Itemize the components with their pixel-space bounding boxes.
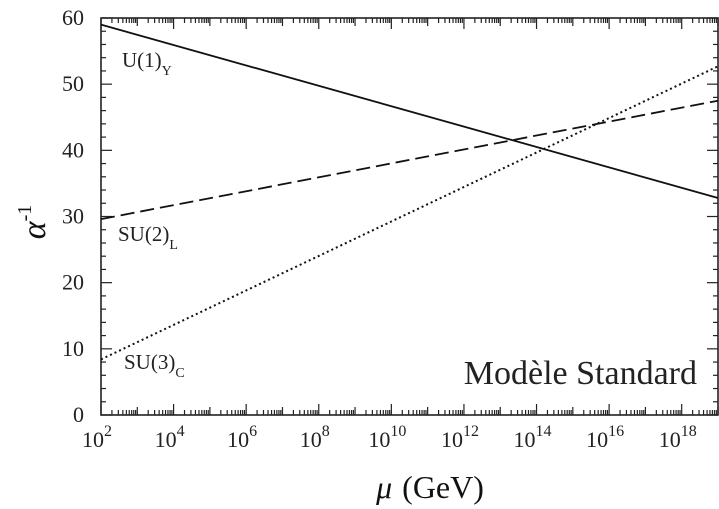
series-line-1 bbox=[100, 99, 719, 220]
x-tick-label: 1016 bbox=[586, 423, 624, 452]
series-label-su3: SU(3)C bbox=[124, 350, 185, 381]
series-line-0 bbox=[100, 23, 719, 199]
series-line-2 bbox=[100, 65, 719, 361]
y-tick-label: 60 bbox=[62, 5, 84, 30]
tick-labels: 102 104 106 108 1010 1012 1014 1016 1018 0 10 20 30 4… bbox=[62, 5, 697, 452]
chart-annotation: Modèle Standard bbox=[464, 355, 697, 392]
series-lines bbox=[100, 23, 719, 361]
x-tick-label: 102 bbox=[82, 423, 112, 452]
x-tick-label: 1018 bbox=[659, 423, 697, 452]
y-tick-label: 50 bbox=[62, 71, 84, 96]
x-axis-title: μ (GeV) bbox=[375, 469, 484, 505]
y-tick-label: 10 bbox=[62, 336, 84, 361]
x-tick-label: 1010 bbox=[368, 423, 406, 452]
x-tick-label: 106 bbox=[227, 423, 257, 452]
y-axis-title: α-1 bbox=[14, 205, 53, 240]
x-tick-label: 1014 bbox=[514, 423, 552, 452]
x-tick-label: 104 bbox=[155, 423, 185, 452]
series-label-su2: SU(2)L bbox=[118, 222, 178, 253]
y-tick-label: 40 bbox=[62, 137, 84, 162]
y-tick-label: 0 bbox=[73, 402, 84, 427]
series-label-u1: U(1)Y bbox=[122, 48, 172, 79]
x-tick-label: 1012 bbox=[441, 423, 479, 452]
y-tick-label: 20 bbox=[62, 270, 84, 295]
axis-ticks bbox=[100, 17, 719, 416]
y-tick-label: 30 bbox=[62, 204, 84, 229]
x-tick-label: 108 bbox=[300, 423, 330, 452]
